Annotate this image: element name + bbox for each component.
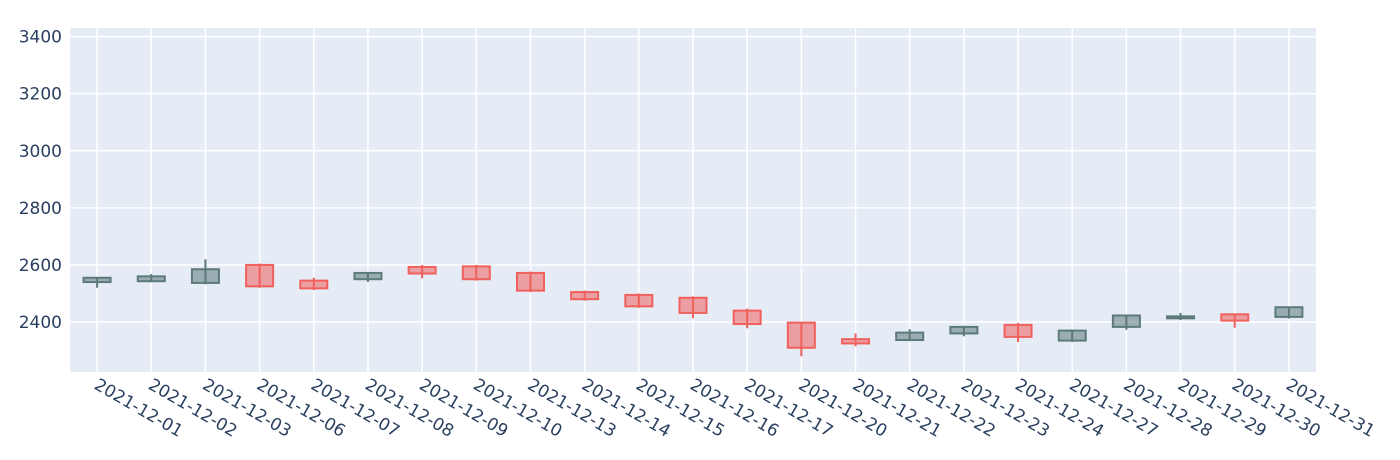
candle [407,264,437,279]
candle [949,325,979,337]
y-axis-ticks: 2400 2600 2800 3000 3200 3400 [19,28,62,333]
candle-body [136,275,166,283]
candle [1057,329,1087,343]
x-axis-ticks: 2021-12-012021-12-022021-12-032021-12-06… [91,375,1378,442]
candle-body [732,309,762,326]
candle-body [841,338,871,345]
candle [136,274,166,283]
candle [1111,314,1141,330]
y-tick-label: 2800 [19,199,62,219]
candle-body [624,293,654,308]
candle [1003,322,1033,343]
candle [570,290,600,301]
candle-body [407,265,437,275]
candle [678,296,708,319]
candle [732,308,762,329]
candle [190,259,220,285]
candle-body [245,263,275,288]
candle [1274,306,1304,319]
candle-body [353,271,383,281]
candle [895,329,925,342]
candle-body [461,265,491,281]
candle-body [82,276,112,284]
candle [1220,313,1250,328]
candle-body [1111,314,1141,328]
candle-body [1057,329,1087,342]
candle [786,321,816,357]
y-tick-label: 3400 [19,28,62,48]
candle [245,263,275,288]
candle [841,333,871,347]
y-tick-label: 2400 [19,313,62,333]
y-tick-label: 3000 [19,142,62,162]
y-tick-label: 3200 [19,85,62,105]
candle [624,293,654,308]
candle-body [1274,306,1304,318]
candle-body [1003,323,1033,338]
y-tick-label: 2600 [19,256,62,276]
candle [299,277,329,291]
candle-body [570,291,600,301]
candle-body [786,321,816,349]
candle-body [949,325,979,335]
candle-body [1220,313,1250,322]
candles [82,259,1304,357]
candle [515,271,545,293]
candle-body [190,268,220,284]
candle-body [678,296,708,314]
candle [1166,312,1196,321]
candle [461,264,491,281]
candle-body [895,331,925,342]
candle-body [299,279,329,290]
candle-body [515,271,545,292]
candle [353,271,383,283]
candle-body [1166,315,1196,320]
candle [82,276,112,288]
